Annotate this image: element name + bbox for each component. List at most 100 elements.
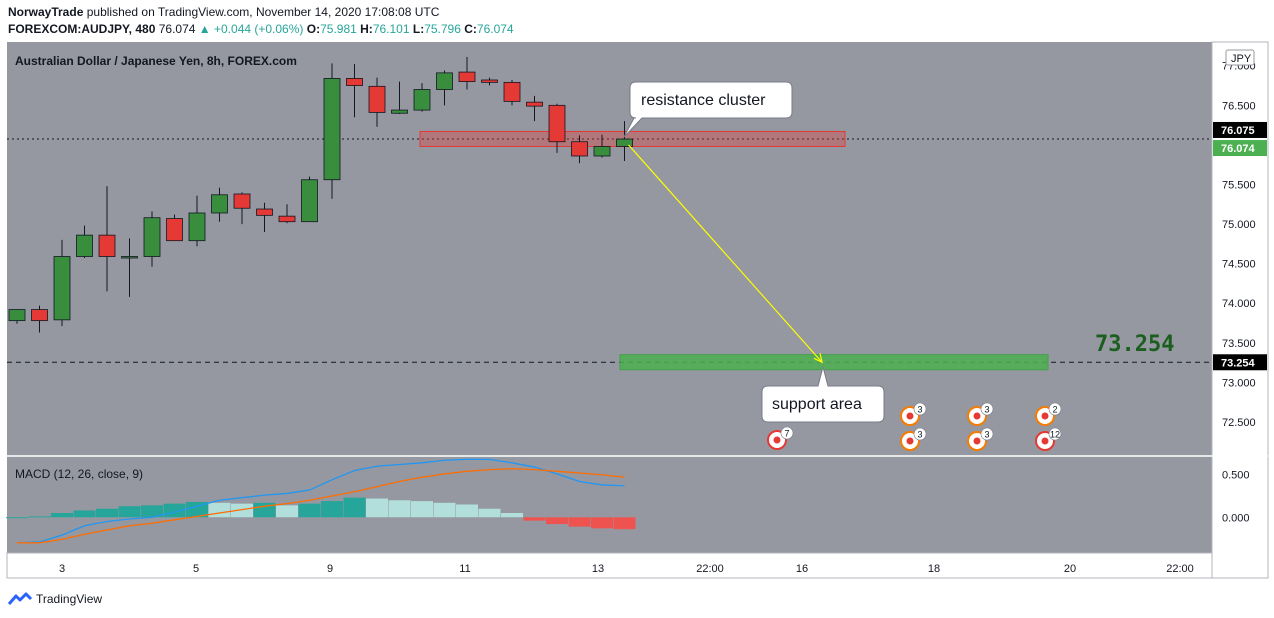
candle-body [503, 81, 521, 102]
macd-histogram-bar [141, 505, 163, 518]
candle-body [98, 234, 116, 257]
macd-histogram-bar [276, 505, 298, 518]
event-dot [773, 436, 781, 444]
currency-label: JPY [1231, 53, 1252, 65]
candle-body [233, 193, 251, 209]
event-count-bubble [1048, 427, 1062, 441]
time-axis [6, 552, 1213, 579]
event-count: 2 [1052, 405, 1057, 415]
event-count: 3 [917, 430, 922, 440]
macd-tick-label: 0.000 [1222, 512, 1250, 524]
macd-histogram-bar [96, 508, 118, 518]
event-count: 3 [984, 405, 989, 415]
low-value: 75.796 [424, 22, 461, 36]
macd-histogram-bar [388, 500, 411, 518]
price-tick-label: 75.000 [1222, 219, 1256, 231]
event-count-bubble [980, 402, 994, 416]
candle-body [458, 71, 476, 82]
macd-histogram-bar [523, 517, 546, 521]
currency-badge [1225, 49, 1255, 66]
macd-histogram-bar [568, 517, 591, 527]
candle-body [323, 78, 341, 181]
candle-body [53, 256, 71, 321]
event-count-bubble [1048, 402, 1062, 416]
macd-histogram-bar [366, 498, 388, 518]
event-count-bubble [913, 427, 927, 441]
candle-body [413, 89, 431, 111]
macd-histogram-bar [321, 501, 343, 518]
resistance-callout [623, 81, 793, 138]
event-dot [1041, 412, 1049, 420]
candle-body [481, 79, 498, 83]
price-tick-label: 76.500 [1222, 100, 1256, 112]
projection-arrow [628, 144, 823, 363]
event-count-bubble [780, 426, 794, 440]
event-dot [906, 437, 914, 445]
macd-histogram-bar [478, 508, 501, 518]
macd-title: MACD (12, 26, close, 9) [15, 467, 143, 481]
event-count-bubble [980, 427, 994, 441]
price-tick-label: 75.500 [1222, 179, 1256, 191]
time-tick-label: 20 [1064, 563, 1076, 575]
candle-body [616, 138, 633, 147]
macd-histogram-bar [118, 506, 141, 518]
candle-body [31, 309, 48, 322]
resistance-label: resistance cluster [641, 92, 766, 109]
price-tick-label: 74.500 [1222, 259, 1256, 271]
price-tag [1213, 140, 1267, 157]
price-pane [7, 42, 1212, 456]
macd-histogram-bar [433, 502, 456, 518]
price-tag [1213, 121, 1267, 138]
candle-body [593, 146, 611, 157]
candle-body [76, 234, 93, 257]
price-tick-label: 74.000 [1222, 298, 1256, 310]
tradingview-logo-icon [8, 592, 32, 605]
price-tag-label: 76.074 [1221, 143, 1256, 155]
close-value: 76.074 [476, 22, 514, 36]
candle-body [548, 104, 566, 143]
macd-histogram-bar [186, 501, 208, 518]
up-arrow-icon: ▲ [198, 22, 211, 36]
time-tick-label: 22:00 [1166, 563, 1194, 575]
brand-name[interactable]: TradingView [36, 592, 103, 606]
time-tick-label: 5 [193, 563, 199, 575]
macd-histogram-bar [591, 517, 613, 529]
macd-histogram-bar [298, 503, 321, 518]
candle-body [346, 78, 363, 86]
symbol-label[interactable]: FOREXCOM:AUDJPY, 480 [8, 22, 156, 36]
macd-line [16, 458, 625, 544]
publish-text: published on TradingView.com, November 1… [86, 5, 440, 19]
time-tick-label: 16 [796, 563, 808, 575]
event-dot [1041, 437, 1049, 445]
macd-histogram-bar [208, 502, 231, 518]
candle-body [278, 215, 296, 223]
arrow-head-icon [813, 353, 823, 364]
support-label: support area [772, 396, 862, 413]
high-value: 76.101 [372, 22, 410, 36]
footer: TradingView [8, 592, 102, 606]
macd-histogram-bar [51, 513, 73, 518]
low-label: L: [412, 22, 425, 36]
event-count: 3 [917, 405, 922, 415]
signal-line [17, 468, 625, 544]
author-name[interactable]: NorwayTrade [8, 5, 84, 19]
high-label: H: [360, 22, 373, 36]
candle-body [391, 109, 408, 114]
candle-body [8, 309, 26, 322]
time-tick-label: 13 [592, 563, 604, 575]
price-tick-label: 73.000 [1222, 377, 1256, 389]
time-tick-label: 9 [327, 563, 333, 575]
event-dot [973, 437, 981, 445]
macd-tick-label: 0.500 [1222, 470, 1250, 482]
macd-histogram-bar [411, 501, 433, 518]
time-tick-label: 11 [459, 563, 470, 575]
candle-body [188, 212, 206, 242]
time-tick-label: 3 [59, 563, 65, 575]
macd-histogram-bar [73, 510, 96, 518]
macd-histogram-bar [613, 517, 636, 530]
support-zone [619, 354, 1049, 371]
publish-info: NorwayTrade published on TradingView.com… [8, 5, 439, 19]
macd-histogram-bar [343, 497, 366, 518]
symbol-legend: FOREXCOM:AUDJPY, 480 76.074 ▲ +0.044 (+0… [8, 22, 514, 36]
